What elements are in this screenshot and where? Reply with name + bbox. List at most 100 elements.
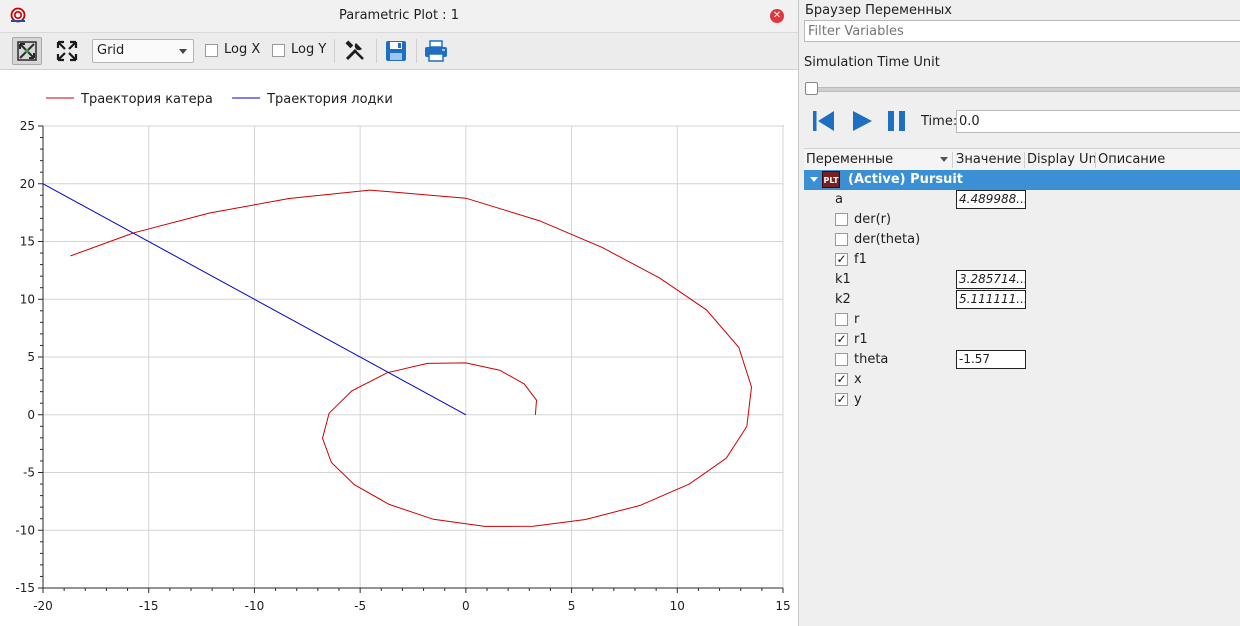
plot-titlebar: Parametric Plot : 1 ✕ [0,0,798,33]
variable-name: theta [854,352,889,367]
y-tick-label: 15 [20,235,35,249]
variable-value-field[interactable]: 4.489988... [956,190,1026,209]
y-tick-label: -15 [15,581,35,595]
variable-name: y [854,392,862,407]
plot-window-title: Parametric Plot : 1 [339,8,459,23]
variable-row[interactable]: ✓ r1 [804,330,1240,350]
variable-plot-checkbox[interactable] [835,313,848,326]
expand-arrow-icon[interactable] [810,177,818,182]
variables-browser-panel: Браузер Переменных Simulation Time Unit … [802,0,1240,626]
time-slider-handle[interactable] [805,82,818,95]
variable-row[interactable]: a 4.489988... [804,190,1240,210]
series-line[interactable] [42,183,467,416]
variable-name: der(theta) [854,232,921,247]
y-tick-label: -5 [23,466,35,480]
simulation-time-unit-label: Simulation Time Unit [804,55,940,70]
y-tick-label: -10 [15,523,35,537]
print-button[interactable] [421,37,451,65]
pause-icon[interactable] [884,108,910,134]
column-header-display-unit[interactable]: Display Un [1027,152,1096,168]
variable-value-field[interactable]: 5.111111... [956,290,1026,309]
variable-plot-checkbox[interactable] [835,213,848,226]
toolbar-separator [334,39,335,63]
floppy-disk-icon [386,41,406,61]
parametric-plot-window: Parametric Plot : 1 ✕ Grid Log X Log Y [0,0,799,626]
plt-file-icon: PLT [822,171,840,188]
model-root-row[interactable]: PLT (Active) Pursuit [804,170,1240,190]
variable-plot-checkbox[interactable] [835,353,848,366]
variable-row[interactable]: theta -1.57 [804,350,1240,370]
close-icon[interactable]: ✕ [770,9,784,23]
log-y-checkbox[interactable] [272,44,285,57]
variable-name: r [854,312,860,327]
y-tick-label: 5 [27,350,35,364]
expand-arrows-icon [56,40,78,62]
variable-name: k1 [835,272,851,287]
rewind-icon[interactable] [810,108,836,134]
variable-plot-checkbox[interactable]: ✓ [835,392,848,406]
y-tick-label: 20 [20,177,35,191]
x-tick-label: -20 [33,599,53,613]
x-tick-label: -15 [139,599,159,613]
y-tick-label: 25 [20,119,35,133]
x-tick-label: 15 [775,599,790,613]
log-x-checkbox[interactable] [205,44,218,57]
legend-label[interactable]: Траектория лодки [266,92,393,107]
time-input[interactable]: 0.0 [956,110,1240,133]
fit-arrows-icon [17,41,37,61]
time-slider-track[interactable] [810,87,1240,92]
setup-button[interactable] [340,37,370,65]
variable-row[interactable]: ✓ f1 [804,250,1240,270]
chevron-down-icon [179,49,187,54]
variable-value-field[interactable]: 3.285714... [956,270,1026,289]
x-tick-label: 5 [568,599,576,613]
fit-in-view-button[interactable] [52,37,82,65]
parametric-plot-canvas[interactable]: -15 -10 -5 0 5 10 15 20 25 -20 -15 -10 -5 0 5 10 15 Траек… [0,70,798,626]
save-button[interactable] [381,37,411,65]
variables-tree-header: Переменные Значение Display Un Описание [804,148,1240,172]
toolbar-separator [376,39,377,63]
log-y-label: Log Y [291,42,327,57]
legend-label[interactable]: Траектория катера [80,92,213,107]
variable-name: r1 [854,332,868,347]
grid-mode-select[interactable]: Grid [92,39,194,63]
variable-plot-checkbox[interactable]: ✓ [835,252,848,266]
variable-row[interactable]: ✓ y [804,390,1240,410]
variable-value-field[interactable]: -1.57 [956,350,1026,369]
x-tick-label: -10 [245,599,265,613]
series-line[interactable] [70,189,753,527]
variable-plot-checkbox[interactable]: ✓ [835,332,848,346]
time-label: Time: [921,114,958,129]
toolbar-separator [416,39,417,63]
column-header-variables[interactable]: Переменные [806,152,953,168]
tools-icon [345,40,364,61]
pan-zoom-button[interactable] [12,37,42,65]
variable-plot-checkbox[interactable] [835,233,848,246]
sort-arrow-icon [940,157,948,162]
grid-mode-value: Grid [97,43,125,58]
variable-row[interactable]: k2 5.111111... [804,290,1240,310]
y-tick-label: 0 [27,408,35,422]
panel-title: Браузер Переменных [805,3,952,18]
variable-plot-checkbox[interactable]: ✓ [835,372,848,386]
variable-name: k2 [835,292,851,307]
log-x-label: Log X [224,42,261,57]
play-icon[interactable] [849,108,875,134]
variable-row[interactable]: der(r) [804,210,1240,230]
filter-variables-input[interactable] [804,20,1240,42]
plot-toolbar: Grid Log X Log Y [0,33,798,70]
variable-name: a [835,192,843,207]
variable-row[interactable]: k1 3.285714... [804,270,1240,290]
variable-name: x [854,372,862,387]
y-tick-label: 10 [20,292,35,306]
variable-name: f1 [854,252,867,267]
column-header-description[interactable]: Описание [1098,152,1166,167]
column-header-value[interactable]: Значение [956,152,1025,168]
printer-icon [425,40,447,62]
x-tick-label: 10 [670,599,685,613]
variable-row[interactable]: der(theta) [804,230,1240,250]
openmodelica-icon [10,7,26,23]
x-tick-label: -5 [354,599,366,613]
variable-row[interactable]: r [804,310,1240,330]
variable-row[interactable]: ✓ x [804,370,1240,390]
